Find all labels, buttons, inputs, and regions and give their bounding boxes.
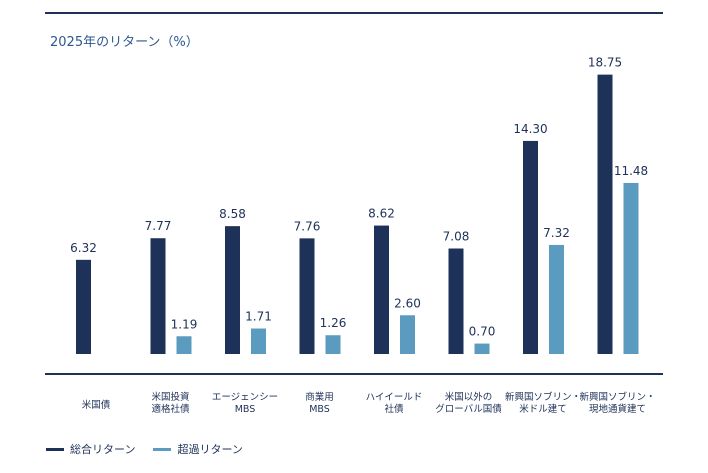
legend-swatch-total	[46, 447, 64, 451]
legend-label-total: 総合リターン	[70, 443, 136, 456]
category-label: 現地通貨建て	[589, 403, 646, 415]
chart-title: 2025年のリターン（%）	[50, 35, 199, 50]
category-label: 米国投資	[151, 391, 189, 403]
legend: 総合リターン 超過リターン	[46, 441, 243, 457]
data-label: 7.77	[145, 219, 172, 233]
data-label: 7.32	[543, 226, 570, 240]
category-label: ハイイールド	[366, 392, 423, 403]
bar-total	[448, 248, 464, 354]
category-label: エージェンシー	[212, 392, 278, 403]
category-label: 商業用	[305, 391, 334, 403]
data-label: 2.60	[394, 296, 421, 310]
bar-excess	[251, 328, 266, 354]
data-label: 0.70	[469, 325, 496, 339]
bar-excess	[325, 335, 341, 354]
bar-excess	[623, 182, 639, 354]
bar-excess	[474, 343, 490, 354]
category-label: 米ドル建て	[519, 403, 567, 415]
bar-excess	[549, 244, 564, 354]
category-label: 新興国ソブリン・	[505, 391, 581, 403]
bar-total	[76, 259, 91, 354]
data-label: 1.26	[320, 316, 347, 330]
category-label: 適格社債	[151, 403, 190, 415]
data-label: 18.75	[588, 56, 622, 70]
bar-total	[150, 238, 166, 354]
legend-swatch-excess	[153, 447, 172, 451]
category-label: MBS	[235, 404, 256, 415]
bar-excess	[176, 336, 192, 354]
bar-total	[523, 140, 538, 354]
bar-total	[225, 226, 240, 354]
legend-label-excess: 超過リターン	[177, 443, 243, 456]
legend-item-total: 総合リターン	[46, 441, 135, 457]
category-label: 社債	[384, 403, 404, 415]
data-label: 14.30	[513, 122, 547, 136]
data-label: 7.08	[443, 230, 470, 244]
bar-total	[374, 225, 389, 354]
category-label: MBS	[309, 404, 330, 415]
category-label: 新興国ソブリン・	[579, 391, 655, 403]
data-label: 8.62	[368, 207, 395, 221]
bar-total	[299, 238, 315, 354]
data-label: 1.71	[245, 310, 272, 324]
category-label: 米国債	[82, 399, 111, 411]
data-label: 8.58	[219, 207, 246, 221]
category-label: 米国以外の	[445, 391, 493, 403]
category-label: グローバル国債	[435, 403, 502, 415]
data-label: 6.32	[70, 241, 97, 255]
bar-excess	[400, 315, 415, 354]
data-label: 11.48	[614, 164, 648, 178]
data-label: 1.19	[171, 317, 198, 331]
bar-total	[597, 74, 613, 354]
data-label: 7.76	[294, 219, 321, 233]
legend-item-excess: 超過リターン	[153, 441, 243, 457]
